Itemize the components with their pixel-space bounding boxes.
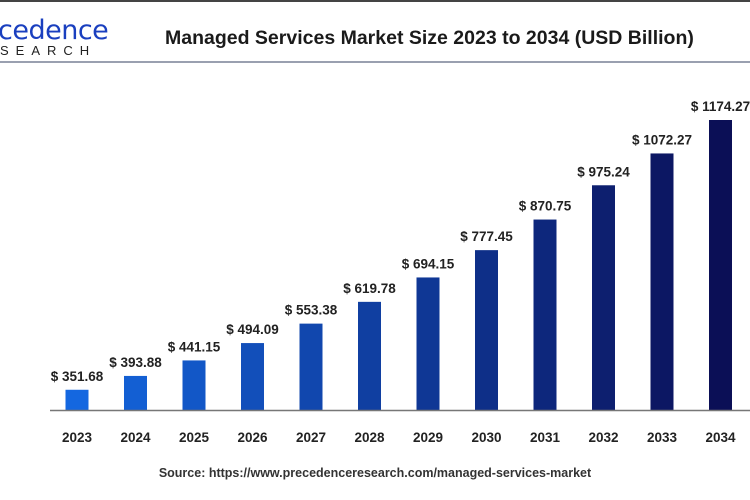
- source-text: Source: https://www.precedenceresearch.c…: [158, 466, 592, 480]
- data-label: $ 1174.27: [691, 99, 750, 114]
- x-tick-label: 2025: [179, 430, 210, 445]
- x-tick-label: 2026: [237, 430, 268, 445]
- x-tick-label: 2024: [120, 430, 151, 445]
- x-tick-label: 2028: [354, 430, 385, 445]
- x-tick-label: 2031: [530, 430, 561, 445]
- data-label: $ 619.78: [343, 281, 396, 296]
- precedence-research-logo: cedence SEARCH: [0, 15, 109, 58]
- bar-2023: [65, 389, 89, 410]
- x-tick-label: 2034: [705, 430, 736, 445]
- data-label: $ 441.15: [168, 339, 221, 354]
- data-label: $ 975.24: [577, 164, 630, 179]
- bar-2026: [241, 343, 264, 410]
- x-tick-label: 2023: [62, 430, 93, 445]
- logo-line1: cedence: [0, 15, 109, 46]
- data-label: $ 1072.27: [632, 132, 692, 147]
- header-divider: [0, 61, 750, 63]
- data-label: $ 694.15: [402, 256, 455, 271]
- bar-2028: [358, 301, 381, 410]
- x-tick-label: 2030: [471, 430, 501, 445]
- x-tick-label: 2032: [588, 430, 618, 445]
- logo-line2: SEARCH: [0, 43, 97, 58]
- data-label: $ 777.45: [460, 229, 513, 244]
- x-tick-label: 2033: [647, 430, 678, 445]
- chart-title: Managed Services Market Size 2023 to 203…: [165, 27, 694, 49]
- data-label: $ 351.68: [51, 369, 104, 384]
- data-label: $ 393.88: [109, 355, 162, 370]
- bar-2027: [299, 323, 323, 410]
- data-label: $ 553.38: [285, 303, 338, 318]
- bar-2032: [592, 185, 615, 410]
- bar-2034: [709, 120, 732, 410]
- bar-2025: [182, 360, 206, 410]
- bar-2031: [533, 219, 557, 410]
- bar-2030: [475, 250, 498, 410]
- bar-2024: [124, 375, 147, 410]
- top-border: [0, 0, 750, 2]
- x-tick-label: 2027: [296, 430, 326, 445]
- bar-2029: [416, 277, 440, 410]
- x-tick-label: 2029: [413, 430, 443, 445]
- bar-2033: [650, 153, 674, 410]
- data-label: $ 494.09: [226, 322, 279, 337]
- data-label: $ 870.75: [519, 199, 572, 214]
